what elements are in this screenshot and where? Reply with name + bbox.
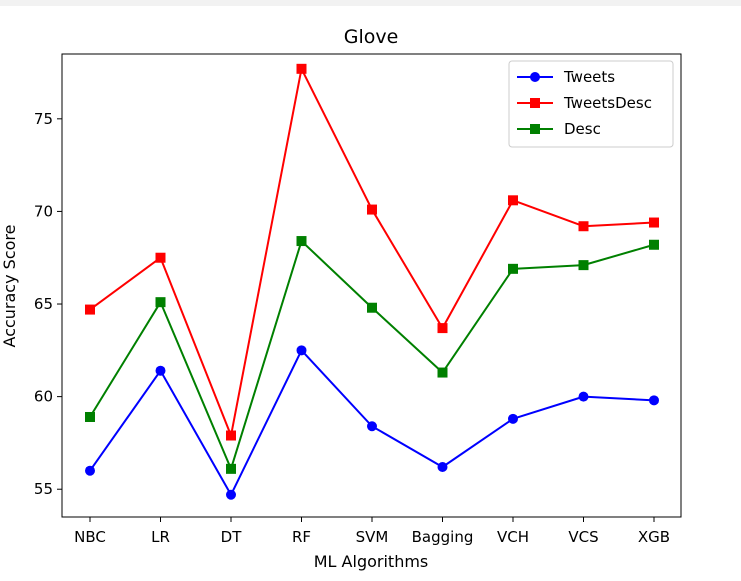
data-point <box>226 463 236 474</box>
data-point <box>578 391 589 402</box>
x-tick-label: RF <box>292 528 311 546</box>
y-tick-label: 55 <box>34 480 53 498</box>
series-tweets <box>85 345 659 500</box>
legend-marker <box>530 72 540 82</box>
data-point <box>649 395 659 406</box>
x-axis-label: ML Algorithms <box>314 552 429 571</box>
x-tick-label: VCH <box>497 528 529 546</box>
data-point <box>649 217 659 228</box>
x-tick-label: XGB <box>638 528 670 546</box>
legend-frame <box>508 60 674 148</box>
data-point <box>649 239 659 250</box>
x-tick-label: VCS <box>568 528 598 546</box>
data-point <box>155 252 166 263</box>
data-point <box>296 236 307 247</box>
data-point <box>508 413 518 424</box>
data-point <box>226 489 236 500</box>
legend-item-tweetsdesc: TweetsDesc <box>517 94 652 112</box>
data-point <box>578 260 589 271</box>
x-tick-label: DT <box>221 528 243 546</box>
data-point <box>296 63 307 74</box>
data-point <box>296 345 307 356</box>
data-point <box>437 323 448 334</box>
y-tick-label: 60 <box>34 388 53 406</box>
x-axis: NBC LR DT RF SVM Bagging VCH VCS XGB <box>74 517 670 546</box>
series-desc <box>85 236 659 474</box>
legend-item-desc: Desc <box>517 120 601 138</box>
x-tick-label: NBC <box>74 528 106 546</box>
data-point <box>578 221 589 232</box>
window-top-strip <box>0 0 741 6</box>
y-axis-label: Accuracy Score <box>0 225 19 348</box>
data-point <box>367 204 377 215</box>
legend-label: TweetsDesc <box>563 94 652 112</box>
y-tick-label: 70 <box>34 202 53 220</box>
data-point <box>155 297 166 308</box>
y-axis: 55 60 65 70 75 <box>34 110 62 498</box>
x-tick-label: LR <box>151 528 170 546</box>
data-point <box>85 304 95 315</box>
legend-item-tweets: Tweets <box>517 68 615 86</box>
data-point <box>437 461 448 472</box>
data-point <box>508 263 518 274</box>
chart-title: Glove <box>344 26 399 48</box>
data-point <box>508 195 518 206</box>
data-point <box>85 465 95 476</box>
y-tick-label: 65 <box>34 295 53 313</box>
series-tweetsdesc <box>85 63 659 441</box>
y-tick-label: 75 <box>34 110 53 128</box>
series-line <box>89 240 655 470</box>
data-point <box>367 302 377 313</box>
legend-marker <box>530 124 540 134</box>
data-point <box>226 430 236 441</box>
data-point <box>367 421 377 432</box>
legend-marker <box>530 98 540 108</box>
x-tick-label: SVM <box>356 528 389 546</box>
data-point <box>155 365 166 376</box>
x-tick-label: Bagging <box>412 528 474 546</box>
plot-layer <box>85 63 659 500</box>
legend-label: Tweets <box>563 68 615 86</box>
legend-label: Desc <box>564 120 601 138</box>
legend: Tweets TweetsDesc Desc <box>508 60 674 148</box>
data-point <box>437 367 448 378</box>
data-point <box>85 411 95 422</box>
